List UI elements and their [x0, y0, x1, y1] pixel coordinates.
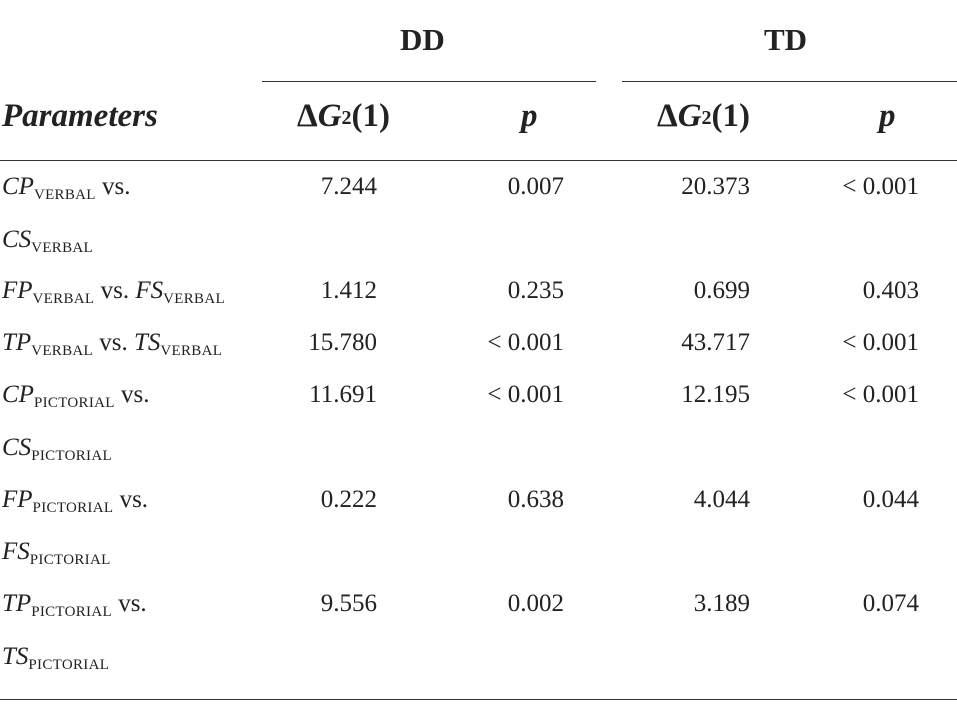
- td-p-value: < 0.001: [842, 173, 919, 200]
- header-rule: [0, 160, 957, 161]
- df-label: (1): [711, 98, 751, 134]
- column-header-td-delta-g2: ΔG2(1): [657, 98, 750, 135]
- column-header-dd-p: p: [521, 98, 538, 134]
- td-p-value: 0.044: [862, 486, 919, 513]
- td-g2-value: 20.373: [681, 173, 750, 200]
- dd-g2-value: 0.222: [320, 486, 377, 513]
- parameter-line-2: CSVERBAL: [2, 226, 93, 256]
- dd-p-value: < 0.001: [487, 329, 564, 356]
- group-header-dd: DD: [400, 22, 445, 57]
- td-g2-value: 43.717: [681, 329, 750, 356]
- superscript: 2: [701, 107, 712, 129]
- dd-g2-value: 7.244: [320, 173, 377, 200]
- g-symbol: G: [317, 98, 342, 134]
- dd-p-value: 0.235: [507, 277, 564, 304]
- dd-g2-value: 11.691: [309, 381, 377, 408]
- parameter-line-1: TPPICTORIAL vs.: [2, 590, 147, 620]
- delta-symbol: Δ: [657, 98, 678, 134]
- column-header-dd-delta-g2: ΔG2(1): [297, 98, 390, 135]
- dd-g2-value: 1.412: [320, 277, 377, 304]
- td-p-value: < 0.001: [842, 381, 919, 408]
- parameter-line-2: CSPICTORIAL: [2, 434, 112, 464]
- parameter-line-1: TPVERBAL vs. TSVERBAL: [2, 329, 223, 359]
- parameter-line-1: FPPICTORIAL vs.: [2, 486, 149, 516]
- dd-g2-value: 9.556: [320, 590, 377, 617]
- column-header-td-p: p: [879, 98, 896, 134]
- dd-p-value: 0.007: [507, 173, 564, 200]
- dd-p-value: 0.638: [507, 486, 564, 513]
- parameter-line-1: FPVERBAL vs. FSVERBAL: [2, 277, 225, 307]
- parameter-line-1: CPPICTORIAL vs.: [2, 381, 150, 411]
- td-p-value: 0.403: [862, 277, 919, 304]
- parameter-line-2: TSPICTORIAL: [2, 643, 110, 673]
- td-g2-value: 4.044: [693, 486, 750, 513]
- group-header-td: TD: [764, 22, 808, 57]
- superscript: 2: [341, 107, 352, 129]
- dd-p-value: < 0.001: [487, 381, 564, 408]
- table-bottom-rule: [0, 699, 957, 700]
- column-header-parameters: Parameters: [2, 98, 158, 134]
- parameter-line-1: CPVERBAL vs.: [2, 173, 131, 203]
- dd-g2-value: 15.780: [308, 329, 377, 356]
- td-g2-value: 3.189: [693, 590, 750, 617]
- df-label: (1): [351, 98, 391, 134]
- td-p-value: < 0.001: [842, 329, 919, 356]
- delta-symbol: Δ: [297, 98, 318, 134]
- td-p-value: 0.074: [862, 590, 919, 617]
- dd-p-value: 0.002: [507, 590, 564, 617]
- td-g2-value: 12.195: [681, 381, 750, 408]
- group-rule-td: [622, 81, 957, 82]
- td-g2-value: 0.699: [693, 277, 750, 304]
- g-symbol: G: [677, 98, 702, 134]
- parameter-line-2: FSPICTORIAL: [2, 538, 111, 568]
- group-rule-dd: [262, 81, 596, 82]
